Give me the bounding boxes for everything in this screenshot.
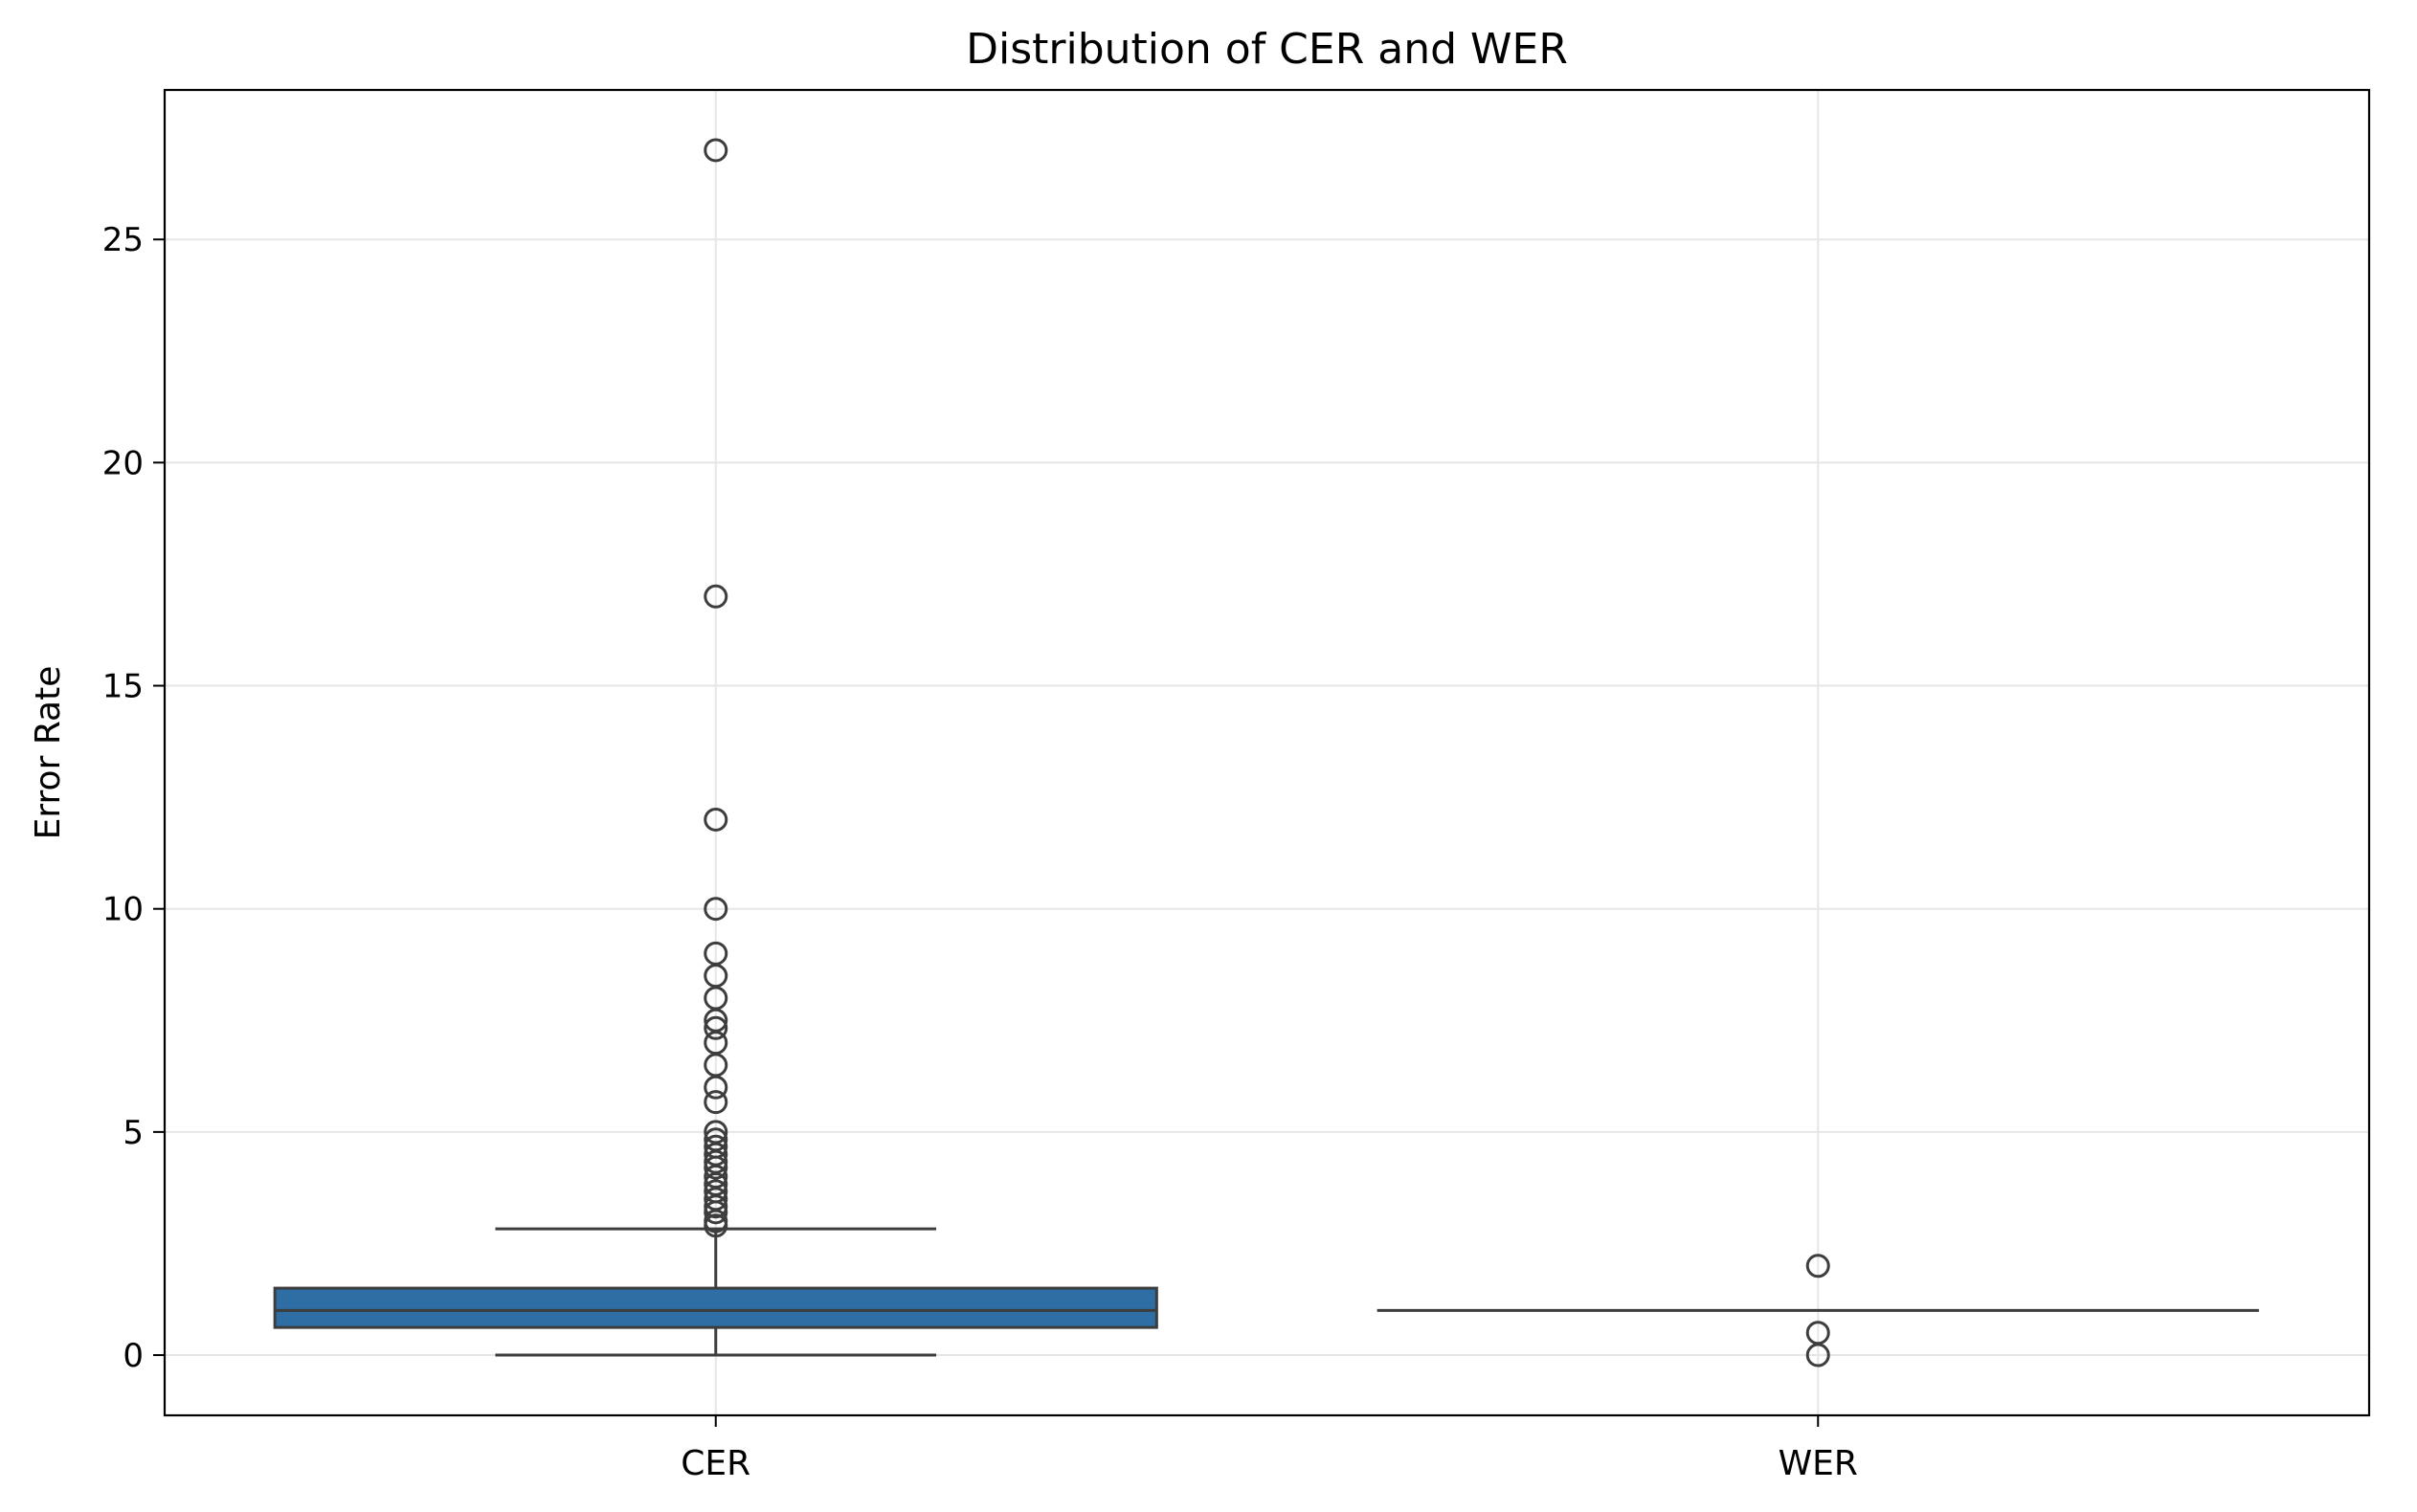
outlier-point [704, 1155, 728, 1180]
outlier-point [704, 1194, 728, 1219]
outlier-point [704, 1213, 728, 1238]
box-iqr [273, 1286, 1158, 1329]
outlier-point [1805, 1254, 1830, 1279]
grid-layer [165, 90, 2369, 1415]
outlier-point [704, 1015, 728, 1040]
x-tick-label: WER [1779, 1444, 1858, 1483]
boxes-layer [273, 138, 2259, 1367]
outlier-point [1805, 1343, 1830, 1367]
y-tick-label: 15 [102, 668, 144, 706]
y-tick-label: 10 [102, 891, 144, 929]
plot-frame [163, 88, 2371, 1417]
outlier-point [704, 1090, 728, 1115]
outlier-point [704, 1075, 728, 1100]
ticks-layer: 0 5 10 15 20 25 CER WER [102, 221, 1858, 1483]
y-tick-label: 5 [123, 1114, 144, 1152]
x-tick-label: CER [681, 1444, 750, 1483]
y-axis-label: Error Rate [29, 666, 68, 840]
outlier-point [704, 1200, 728, 1225]
y-tick-label: 0 [123, 1337, 144, 1375]
outlier-point [704, 138, 728, 163]
chart-title: Distribution of CER and WER [966, 25, 1568, 74]
y-tick-label: 25 [102, 221, 144, 259]
outlier-point [704, 897, 728, 922]
outlier-point [704, 584, 728, 609]
outlier-point [704, 807, 728, 832]
y-tick-label: 20 [102, 444, 144, 482]
